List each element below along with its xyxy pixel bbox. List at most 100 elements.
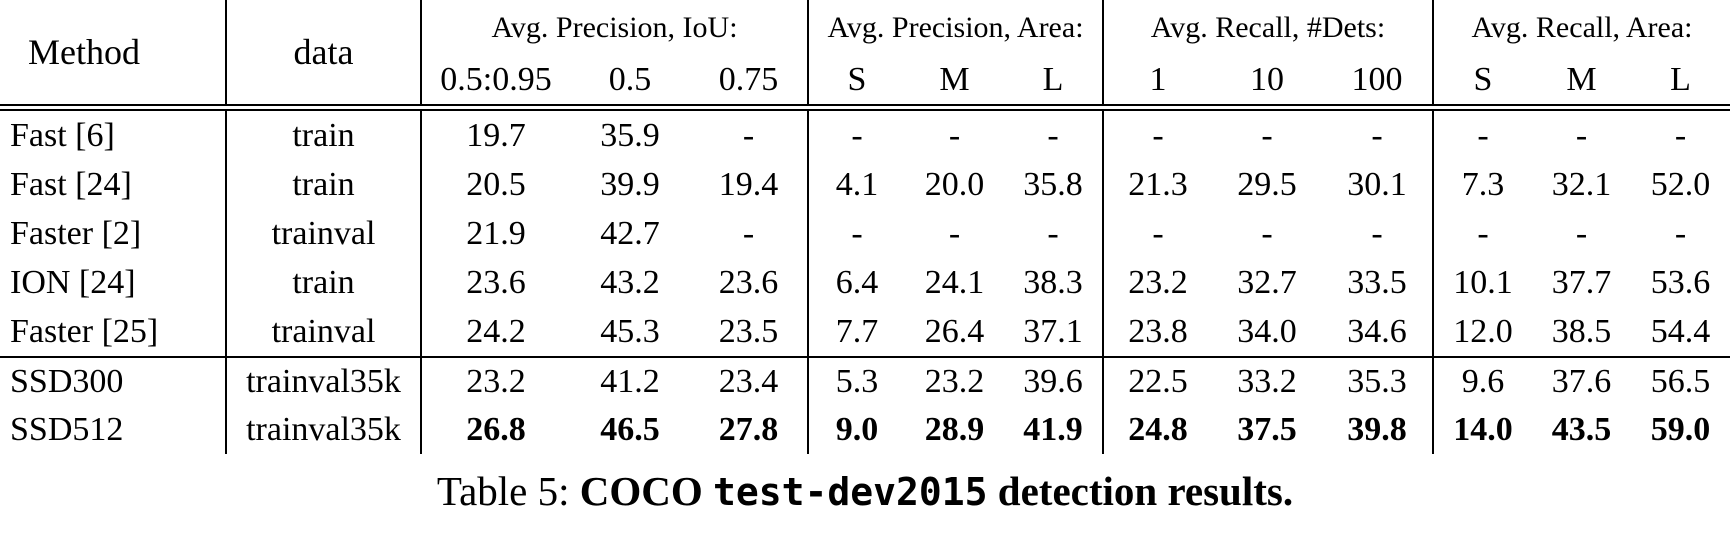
value-cell: 26.8 (420, 405, 570, 454)
data-cell: trainval (225, 209, 420, 258)
value-cell: 30.1 (1347, 165, 1407, 203)
data-cell: trainval (225, 307, 420, 356)
value-cell: 22.5 (1102, 356, 1212, 405)
value-cell: 35.3 (1322, 356, 1432, 405)
data-cell: train (225, 111, 420, 160)
method-cell: Faster [25] (10, 312, 159, 350)
group-header-avg-recall-dets: Avg. Recall, #Dets: (1102, 0, 1432, 56)
value-cell: 27.8 (718, 410, 779, 448)
value-cell: - (1371, 116, 1383, 154)
value-cell: 4.1 (807, 160, 905, 209)
caption-dataset-name: COCO (579, 468, 713, 514)
method-column-header: Method (28, 32, 140, 72)
subcol-header: 0.75 (718, 61, 779, 98)
value-cell: - (807, 111, 905, 160)
subcol-header: S (807, 56, 905, 104)
value-cell: 20.0 (924, 165, 985, 203)
value-cell: - (742, 214, 755, 252)
value-cell: 23.4 (690, 356, 807, 405)
value-cell: - (1575, 214, 1588, 252)
value-cell: 39.9 (600, 165, 660, 203)
value-cell: - (1432, 209, 1532, 258)
value-cell: - (807, 209, 905, 258)
value-cell: 6.4 (807, 258, 905, 307)
value-cell: 42.7 (600, 214, 660, 252)
value-cell: 37.6 (1532, 356, 1631, 405)
value-cell: 24.2 (420, 307, 570, 356)
value-cell: 41.9 (1023, 410, 1083, 448)
value-cell: 19.7 (420, 111, 570, 160)
value-cell: 9.0 (807, 405, 905, 454)
value-cell: - (948, 214, 961, 252)
subcol-header: M (939, 61, 970, 98)
value-cell: - (1261, 214, 1273, 252)
value-cell: - (1102, 111, 1212, 160)
value-cell: 39.6 (1004, 356, 1102, 405)
value-cell: 28.9 (924, 410, 985, 448)
value-cell: 20.5 (420, 160, 570, 209)
value-cell: 23.6 (718, 263, 779, 301)
results-table-header: Method data Avg. Precision, IoU: Avg. Pr… (0, 0, 1730, 111)
value-cell: - (948, 116, 961, 154)
subcol-header: 10 (1250, 61, 1284, 98)
value-cell: 43.5 (1551, 410, 1612, 448)
value-cell: 33.5 (1347, 263, 1407, 301)
data-cell: train (225, 258, 420, 307)
value-cell: 23.8 (1102, 307, 1212, 356)
value-cell: - (1432, 111, 1532, 160)
subcol-header: 0.5:0.95 (420, 56, 570, 104)
value-cell: 38.3 (1023, 263, 1083, 301)
subcol-header: M (1566, 61, 1597, 98)
value-cell: 24.8 (1102, 405, 1212, 454)
value-cell: 29.5 (1237, 165, 1297, 203)
value-cell: 21.9 (420, 209, 570, 258)
value-cell: 32.1 (1551, 165, 1612, 203)
value-cell: 59.0 (1650, 410, 1711, 448)
value-cell: 46.5 (600, 410, 660, 448)
value-cell: - (1047, 116, 1059, 154)
subcol-header: 0.5 (608, 61, 652, 98)
data-cell: train (225, 160, 420, 209)
group-header-avg-recall-area: Avg. Recall, Area: (1432, 0, 1730, 56)
value-cell: - (1674, 116, 1687, 154)
value-cell: 23.2 (905, 356, 1004, 405)
value-cell: 10.1 (1432, 258, 1532, 307)
subcol-header: L (1042, 61, 1064, 98)
value-cell: 23.5 (718, 312, 779, 350)
value-cell: 53.6 (1650, 263, 1711, 301)
value-cell: 37.7 (1551, 263, 1612, 301)
value-cell: 19.4 (718, 165, 779, 203)
value-cell: 34.6 (1347, 312, 1407, 350)
value-cell: 7.3 (1432, 160, 1532, 209)
value-cell: 35.9 (600, 116, 660, 154)
group-header-avg-precision-area: Avg. Precision, Area: (807, 0, 1102, 56)
method-cell: ION [24] (10, 263, 136, 301)
results-table-body: Fast [6] train 19.7 35.9- - - - - - - - - - Fast [24]… (0, 111, 1730, 454)
method-cell: SSD512 (10, 410, 124, 448)
value-cell: - (742, 116, 755, 154)
table-caption: Table 5: COCO test-dev2015 detection res… (0, 467, 1730, 516)
method-cell: Fast [24] (10, 165, 132, 203)
value-cell: 39.8 (1347, 410, 1407, 448)
value-cell: 7.7 (807, 307, 905, 356)
value-cell: 43.2 (600, 263, 660, 301)
value-cell: 37.5 (1237, 410, 1297, 448)
value-cell: 12.0 (1432, 307, 1532, 356)
value-cell: 14.0 (1432, 405, 1532, 454)
subcol-header: L (1670, 61, 1691, 98)
subcol-header: 1 (1102, 56, 1212, 104)
value-cell: - (1371, 214, 1383, 252)
value-cell: 24.1 (924, 263, 985, 301)
method-cell: Fast [6] (10, 116, 115, 154)
value-cell: 23.2 (1102, 258, 1212, 307)
subcol-header: S (1432, 56, 1532, 104)
data-cell: trainval35k (225, 405, 420, 454)
value-cell: 26.4 (924, 312, 985, 350)
value-cell: - (1261, 116, 1273, 154)
value-cell: 5.3 (807, 356, 905, 405)
value-cell: 45.3 (600, 312, 660, 350)
value-cell: 9.6 (1432, 356, 1532, 405)
caption-tail: detection results. (987, 468, 1294, 514)
caption-split-code: test-dev2015 (713, 470, 988, 514)
